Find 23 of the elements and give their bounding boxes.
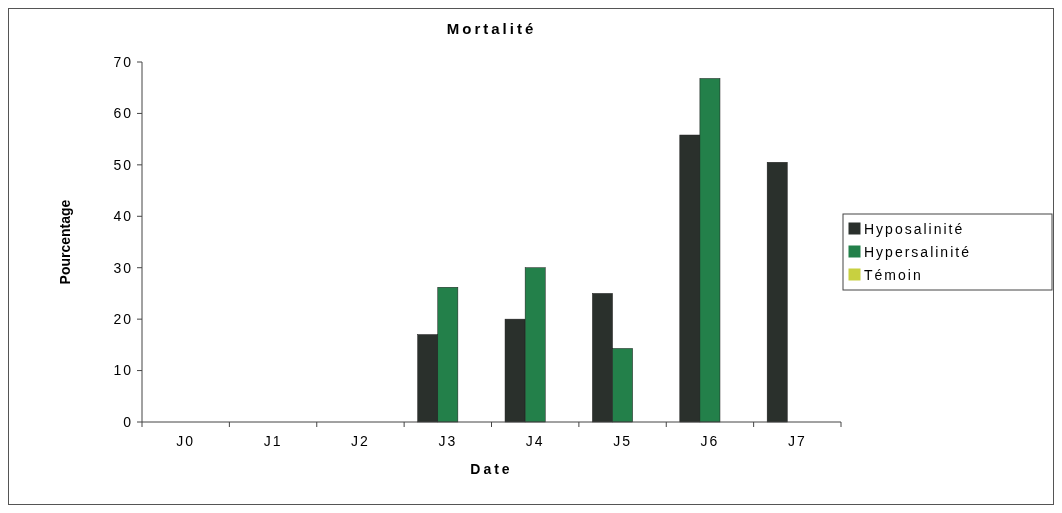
- x-tick-label: J1: [263, 433, 283, 449]
- legend-label: Témoin: [864, 266, 923, 283]
- y-tick-label: 20: [113, 311, 133, 328]
- y-tick-label: 60: [113, 105, 133, 122]
- legend-label: Hypersalinité: [864, 243, 971, 260]
- y-tick-label: 30: [113, 259, 133, 276]
- chart-title: Mortalité: [446, 20, 537, 37]
- x-tick-label: J7: [787, 433, 807, 449]
- x-tick-label: J0: [176, 433, 196, 449]
- y-tick-label: 70: [113, 53, 133, 70]
- y-tick-label: 40: [113, 208, 133, 225]
- legend-label: Hyposalinité: [864, 220, 965, 237]
- y-tick-label: 10: [113, 362, 133, 379]
- y-tick-label: 50: [113, 156, 133, 173]
- x-tick-label: J2: [351, 433, 370, 449]
- x-axis-title: Date: [470, 461, 513, 477]
- x-tick-label: J6: [700, 433, 720, 449]
- x-tick-label: J4: [525, 433, 545, 449]
- y-axis-title: Pourcentage: [57, 199, 73, 285]
- x-tick-label: J3: [438, 433, 458, 449]
- y-tick-label: 0: [123, 413, 133, 430]
- bar: [766, 162, 788, 423]
- x-tick-label: J5: [613, 433, 632, 449]
